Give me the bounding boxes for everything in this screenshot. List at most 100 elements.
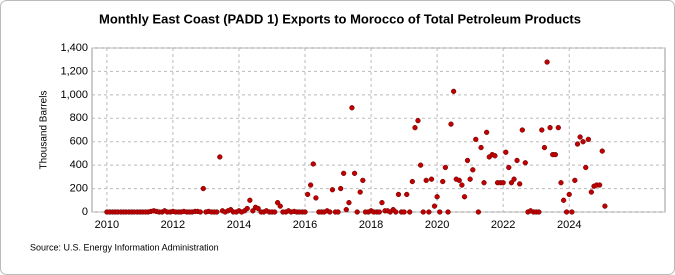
point — [481, 180, 487, 186]
point — [492, 153, 498, 159]
y-axis-label: Thousand Barrels — [39, 91, 50, 170]
source: Source: U.S. Energy Information Administ… — [30, 242, 219, 252]
point — [327, 209, 333, 215]
point — [313, 195, 319, 201]
point — [470, 167, 476, 173]
point — [329, 187, 336, 193]
point — [599, 148, 605, 154]
point — [514, 157, 520, 164]
point — [569, 209, 575, 215]
point — [407, 209, 413, 215]
point — [544, 59, 550, 65]
point — [343, 207, 349, 213]
y-tick-label: 1,200 — [60, 65, 88, 77]
point — [519, 127, 525, 133]
point — [580, 139, 586, 145]
point — [420, 209, 426, 215]
point — [596, 182, 603, 188]
point — [335, 209, 341, 215]
y-tick-label: 800 — [70, 112, 88, 124]
point — [555, 125, 561, 131]
x-tick-label: 2022 — [491, 219, 515, 231]
point — [558, 180, 564, 186]
point — [200, 185, 206, 192]
point — [539, 127, 545, 133]
point — [467, 176, 473, 182]
point — [393, 209, 399, 215]
point — [412, 125, 418, 131]
point — [547, 125, 553, 131]
y-tick-label: 1,000 — [60, 89, 88, 101]
point — [506, 164, 512, 171]
point — [459, 182, 465, 188]
point — [401, 209, 407, 215]
point — [247, 197, 253, 203]
y-tick-label: 1,400 — [60, 42, 88, 54]
point — [307, 182, 314, 188]
point — [552, 151, 559, 158]
point — [379, 199, 385, 206]
point — [440, 178, 446, 185]
point — [255, 205, 261, 212]
x-tick-label: 2020 — [425, 219, 449, 231]
point — [274, 199, 281, 206]
chart-title: Monthly East Coast (PADD 1) Exports to M… — [99, 11, 581, 26]
point — [431, 203, 438, 209]
point — [310, 161, 316, 167]
point — [450, 88, 457, 94]
point — [583, 164, 589, 171]
point — [217, 154, 223, 160]
point — [511, 176, 517, 182]
point — [560, 197, 567, 203]
point — [346, 199, 352, 206]
point — [271, 209, 278, 215]
y-tick-label: 400 — [70, 159, 88, 171]
point — [541, 144, 548, 151]
point — [305, 191, 311, 198]
point — [434, 194, 440, 200]
point — [602, 203, 608, 209]
point — [197, 209, 203, 215]
point — [409, 178, 416, 185]
x-tick-label: 2012 — [161, 219, 185, 231]
point — [354, 209, 360, 215]
y-tick-label: 600 — [70, 136, 88, 148]
x-tick-label: 2010 — [95, 219, 119, 231]
point — [464, 157, 471, 164]
point — [585, 136, 592, 143]
point — [566, 191, 572, 198]
point — [448, 121, 454, 127]
point — [508, 180, 515, 186]
point — [376, 209, 382, 215]
point — [536, 209, 542, 215]
point — [574, 141, 581, 147]
point — [404, 191, 410, 198]
y-tick-label: 200 — [70, 182, 88, 194]
point — [423, 177, 429, 184]
point — [563, 209, 570, 215]
point — [478, 144, 484, 151]
point — [415, 117, 421, 124]
point — [461, 194, 468, 200]
point — [357, 189, 363, 195]
x-tick-label: 2014 — [227, 219, 251, 231]
point — [277, 203, 283, 209]
point — [351, 170, 358, 176]
point — [475, 209, 482, 215]
point — [395, 191, 402, 198]
point — [588, 189, 595, 195]
point — [349, 105, 355, 111]
point — [250, 208, 256, 214]
point — [503, 149, 509, 155]
point — [522, 160, 528, 166]
point — [456, 177, 462, 184]
point — [500, 180, 506, 186]
point — [473, 136, 479, 143]
point — [341, 170, 347, 176]
point — [360, 177, 366, 184]
point — [417, 162, 424, 168]
x-tick-label: 2018 — [359, 219, 383, 231]
